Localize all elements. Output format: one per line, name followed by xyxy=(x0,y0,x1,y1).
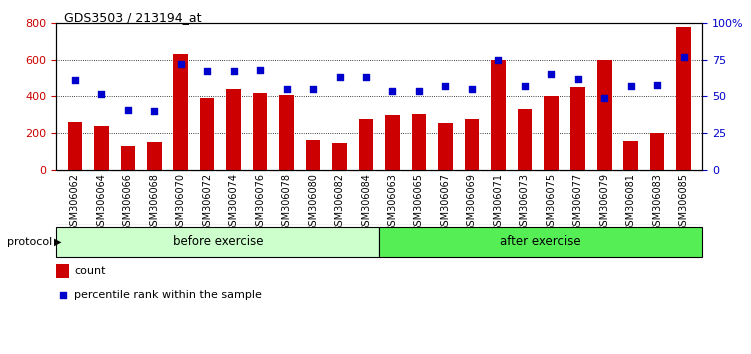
Bar xyxy=(623,141,638,170)
Bar xyxy=(650,133,665,170)
Bar xyxy=(465,119,479,170)
Point xyxy=(281,86,293,92)
Bar xyxy=(279,95,294,170)
Text: ▶: ▶ xyxy=(54,236,62,247)
Bar xyxy=(173,54,188,170)
Point xyxy=(387,88,399,93)
Point xyxy=(625,83,637,89)
Text: GSM306084: GSM306084 xyxy=(361,173,371,232)
Point xyxy=(228,69,240,74)
Point xyxy=(439,83,451,89)
Text: GSM306076: GSM306076 xyxy=(255,173,265,232)
Bar xyxy=(56,227,379,257)
Text: GSM306081: GSM306081 xyxy=(626,173,635,232)
Text: GDS3503 / 213194_at: GDS3503 / 213194_at xyxy=(64,11,201,24)
Bar xyxy=(56,264,69,278)
Point xyxy=(69,78,81,83)
Text: GSM306071: GSM306071 xyxy=(493,173,503,232)
Point xyxy=(201,69,213,74)
Bar xyxy=(544,96,559,170)
Text: GSM306063: GSM306063 xyxy=(388,173,397,232)
Text: percentile rank within the sample: percentile rank within the sample xyxy=(74,290,262,300)
Text: GSM306069: GSM306069 xyxy=(467,173,477,232)
Text: GSM306077: GSM306077 xyxy=(573,173,583,232)
Text: protocol: protocol xyxy=(8,236,53,247)
Bar xyxy=(306,139,321,170)
Text: after exercise: after exercise xyxy=(500,235,581,248)
Point xyxy=(95,91,107,96)
Bar xyxy=(200,98,215,170)
Point xyxy=(572,76,584,82)
Bar xyxy=(253,93,267,170)
Text: GSM306072: GSM306072 xyxy=(202,173,213,232)
Point xyxy=(270,176,282,182)
Point xyxy=(254,67,266,73)
Bar xyxy=(385,115,400,170)
Text: GSM306066: GSM306066 xyxy=(123,173,133,232)
Point xyxy=(677,54,689,59)
Text: GSM306068: GSM306068 xyxy=(149,173,159,232)
Bar xyxy=(412,114,427,170)
Point xyxy=(545,72,557,77)
Bar xyxy=(597,60,611,170)
Text: GSM306078: GSM306078 xyxy=(282,173,291,232)
Point xyxy=(493,57,505,63)
Text: GSM306075: GSM306075 xyxy=(546,173,556,232)
Bar xyxy=(379,227,702,257)
Bar xyxy=(491,60,505,170)
Point xyxy=(122,107,134,113)
Bar xyxy=(147,142,161,170)
Point xyxy=(333,75,345,80)
Bar xyxy=(68,122,82,170)
Point xyxy=(599,95,611,101)
Text: before exercise: before exercise xyxy=(173,235,263,248)
Point xyxy=(307,86,319,92)
Text: GSM306082: GSM306082 xyxy=(334,173,345,232)
Text: GSM306062: GSM306062 xyxy=(70,173,80,232)
Bar xyxy=(438,123,453,170)
Bar xyxy=(94,126,109,170)
Point xyxy=(519,83,531,89)
Bar xyxy=(571,87,585,170)
Bar xyxy=(677,27,691,170)
Bar xyxy=(332,143,347,170)
Text: GSM306079: GSM306079 xyxy=(599,173,609,232)
Text: GSM306067: GSM306067 xyxy=(440,173,451,232)
Point xyxy=(148,108,160,114)
Text: GSM306085: GSM306085 xyxy=(679,173,689,232)
Bar xyxy=(120,146,135,170)
Text: GSM306064: GSM306064 xyxy=(96,173,107,232)
Bar xyxy=(226,89,241,170)
Text: count: count xyxy=(74,266,106,276)
Text: GSM306083: GSM306083 xyxy=(652,173,662,232)
Bar xyxy=(359,119,373,170)
Point xyxy=(175,61,187,67)
Point xyxy=(466,86,478,92)
Text: GSM306074: GSM306074 xyxy=(228,173,239,232)
Point xyxy=(360,75,372,80)
Text: GSM306070: GSM306070 xyxy=(176,173,185,232)
Text: GSM306065: GSM306065 xyxy=(414,173,424,232)
Point xyxy=(413,88,425,93)
Text: GSM306073: GSM306073 xyxy=(520,173,530,232)
Bar xyxy=(517,109,532,170)
Point xyxy=(651,82,663,87)
Text: GSM306080: GSM306080 xyxy=(308,173,318,232)
